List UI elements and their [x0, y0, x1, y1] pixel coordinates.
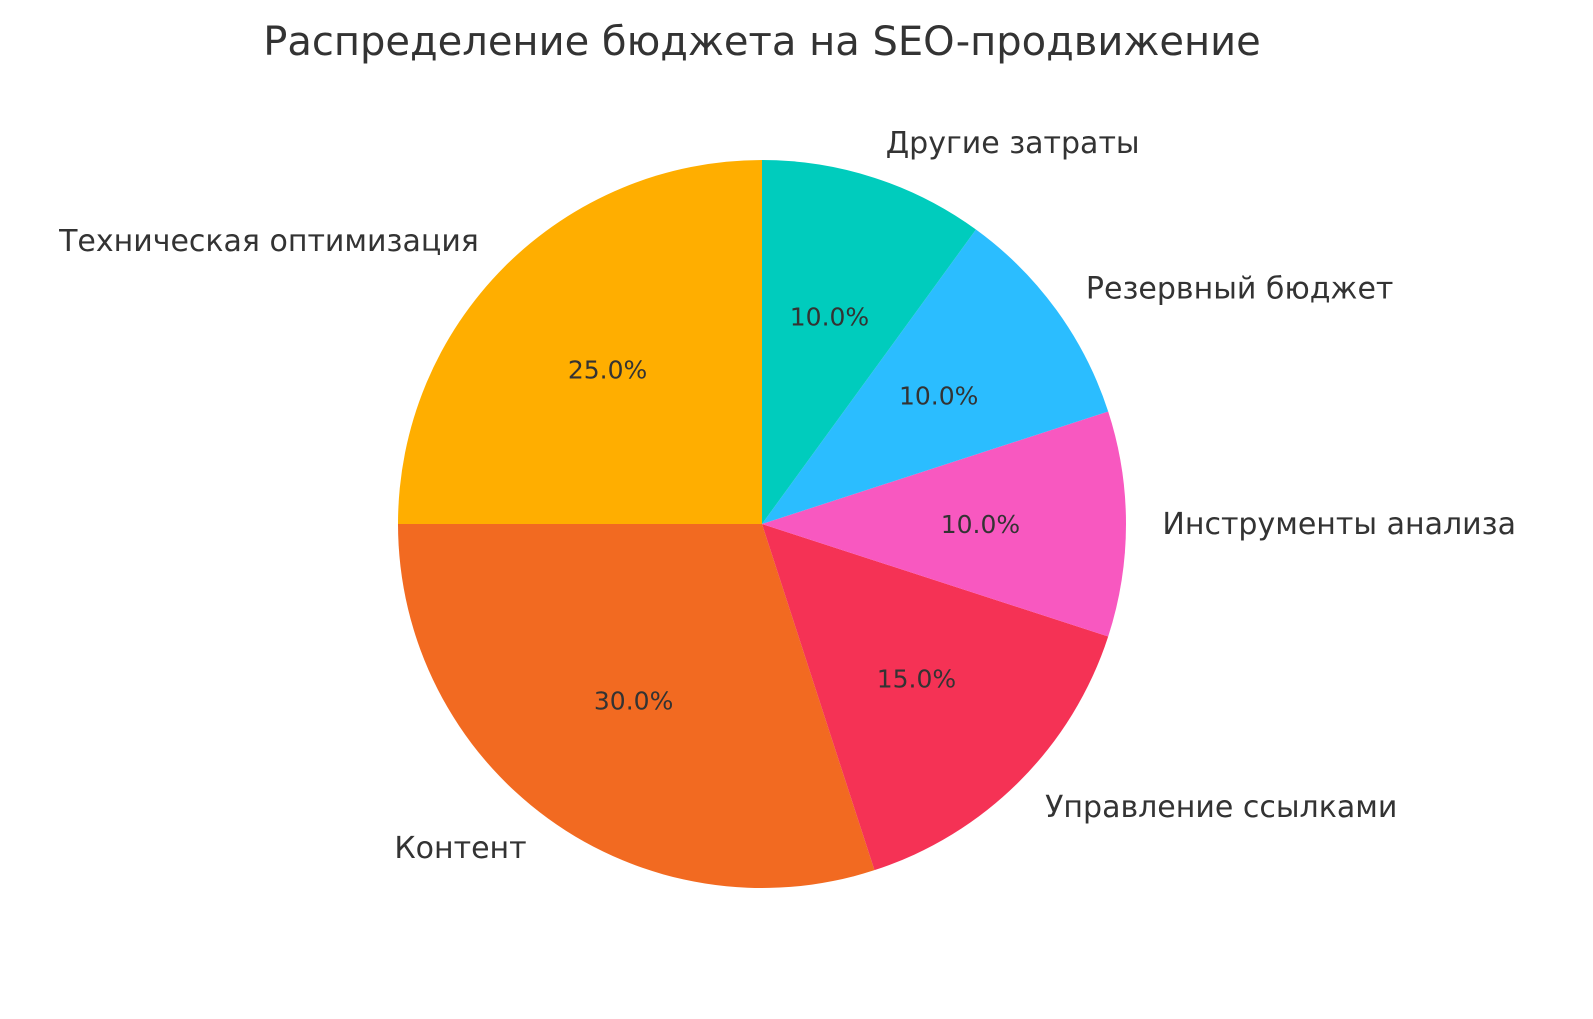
slice-label: Инструменты анализа — [1162, 507, 1516, 542]
slice-label: Контент — [394, 831, 526, 866]
chart-title: Распределение бюджета на SEO-продвижение — [263, 19, 1261, 65]
slice-label: Техническая оптимизация — [58, 224, 479, 259]
slice-label: Управление ссылками — [1045, 790, 1397, 825]
pie-slice — [398, 524, 875, 889]
slice-percent-label: 10.0% — [941, 510, 1020, 539]
slice-percent-label: 10.0% — [899, 382, 978, 411]
pie-slice — [762, 411, 1126, 637]
slice-percent-label: 10.0% — [790, 302, 869, 331]
slice-percent-label: 30.0% — [594, 687, 673, 716]
slice-label: Резервный бюджет — [1086, 272, 1393, 307]
pie-slice — [762, 229, 1109, 524]
slice-percent-label: 25.0% — [568, 356, 647, 385]
slice-label: Другие затраты — [886, 126, 1140, 161]
pie-slice — [762, 524, 1109, 871]
pie-slice — [762, 160, 976, 524]
slice-percent-label: 15.0% — [877, 664, 956, 693]
pie-slice — [398, 160, 762, 524]
